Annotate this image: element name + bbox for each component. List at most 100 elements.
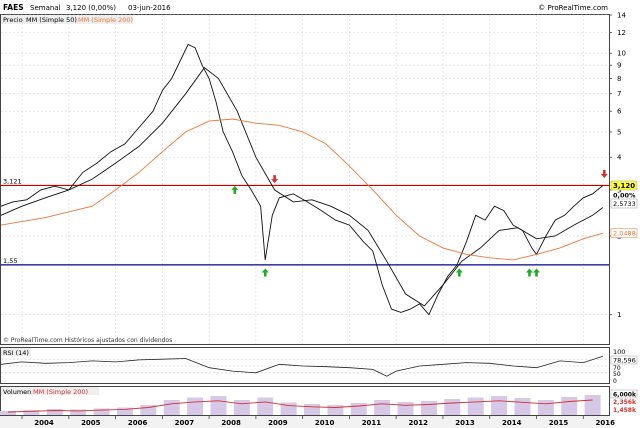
volume-bar: [397, 402, 414, 415]
x-axis: 2004 2005 2006 2007 2008 2009 2010 2011 2012 2013…: [0, 416, 615, 428]
volume-bar: [514, 398, 531, 415]
x-axis-tick-label: 2010: [315, 419, 335, 427]
volume-bar: [491, 396, 508, 415]
price-y-tick-label: 9: [617, 62, 621, 70]
volume-bar: [210, 396, 227, 415]
rsi-panel-frame: [0, 347, 610, 384]
price-y-tick-label: 14: [617, 12, 626, 20]
volume-bar: [116, 407, 133, 415]
price-y-tick-label: 5: [617, 128, 621, 136]
volume-title: Volumen: [3, 388, 31, 396]
price-line: [0, 43, 604, 316]
watermark-label: © ProRealTime.com: [538, 4, 608, 12]
volume-bar: [0, 411, 17, 415]
arrow-up-icon: [533, 268, 541, 277]
arrow-up-icon: [261, 268, 269, 277]
price-legend: Precio MM (Simple 50) MM (Simple 200): [1, 15, 133, 24]
rsi-title-background: [1, 348, 31, 356]
price-y-tick-label: 8: [617, 75, 621, 83]
x-axis-tick-label: 2011: [362, 419, 382, 427]
price-info-label: 3,120 (0,00%): [66, 4, 116, 12]
arrow-down-icon: [600, 170, 608, 179]
x-axis-tick-label: 2016: [596, 419, 616, 427]
volume-series-group: [0, 395, 601, 415]
volume-bar: [350, 403, 367, 415]
price-y-tick-label: 7: [617, 90, 621, 98]
date-label: 03-jun-2016: [128, 4, 171, 12]
resistance-level-label: 3,121: [3, 177, 22, 185]
rsi-tick-50: 50: [613, 371, 621, 378]
volume-panel-frame: [0, 386, 610, 416]
ma50-line: [0, 67, 604, 307]
price-y-tick-label: 4: [617, 154, 622, 162]
rsi-line: [0, 355, 604, 377]
volume-bar: [304, 404, 321, 415]
rsi-tick-0: 0: [613, 378, 617, 385]
price-footer-note: © ProRealTime.com Históricos ajustados c…: [3, 337, 172, 344]
ma200-line: [0, 118, 604, 261]
volume-bar: [93, 408, 110, 415]
ma50-tag-text: 2,5733: [613, 200, 636, 208]
volume-bar: [584, 395, 601, 415]
rsi-tick-70: 70: [613, 365, 621, 372]
rsi-value-text: 78,596: [613, 357, 636, 365]
arrow-down-icon: [271, 175, 279, 184]
volume-title-background: [1, 387, 99, 395]
arrow-up-icon: [455, 268, 463, 277]
volume-bar: [327, 405, 344, 415]
rsi-tick-100: 100: [613, 348, 625, 356]
price-y-tick-label: 12: [617, 29, 626, 37]
volume-ma-value-text: 2,356k: [613, 399, 637, 406]
price-grid: [1, 14, 609, 344]
x-axis-tick-label: 2006: [128, 419, 148, 427]
volume-bar: [140, 405, 157, 415]
volume-bar: [187, 397, 204, 415]
x-axis-tick-label: 2005: [81, 419, 101, 427]
legend-item-price: Precio: [3, 16, 23, 24]
volume-ma-line: [7, 399, 593, 413]
volume-bar: [233, 400, 250, 415]
x-axis-tick-label: 2013: [455, 419, 475, 427]
signal-arrows: [231, 170, 608, 277]
price-y-tick-label: 1: [617, 311, 621, 319]
ticker-label: FAES: [3, 3, 24, 12]
volume-bar: [444, 399, 461, 415]
price-y-tick-label: 10: [617, 50, 626, 58]
x-axis-tick-label: 2007: [175, 419, 195, 427]
volume-bar: [23, 410, 40, 415]
x-axis-tick-label: 2004: [34, 419, 54, 427]
price-y-tick-label: 3: [617, 186, 621, 194]
volume-bar: [537, 400, 554, 415]
volume-bar: [467, 397, 484, 415]
arrow-up-icon: [231, 185, 239, 194]
price-tag: [610, 180, 638, 191]
ma200-tag: [610, 228, 638, 238]
price-panel-frame: [0, 14, 610, 345]
rsi-title: RSI (14): [3, 349, 29, 357]
legend-item-ma50: MM (Simple 50): [26, 16, 77, 24]
x-axis-tick-label: 2014: [502, 419, 522, 427]
price-y-tick-label: 6: [617, 108, 622, 116]
support-level-label: 1,55: [3, 257, 17, 265]
x-axis-tick-label: 2008: [221, 419, 241, 427]
volume-value-tag: [610, 389, 638, 399]
x-axis-tick-label: 2012: [408, 419, 428, 427]
x-axis-tick-label: 2009: [268, 419, 288, 427]
price-tags: 3,120 0,00% 2,5733 2,0488: [610, 180, 638, 238]
ma50-tag: [610, 198, 638, 209]
volume-bar: [420, 401, 437, 415]
volume-bar: [163, 400, 180, 415]
volume-bar: [257, 397, 274, 415]
ma200-tag-text: 2,0488: [613, 229, 636, 237]
x-axis-background: [0, 416, 610, 428]
volume-value-text: 6,000k: [613, 392, 637, 399]
period-label: Semanal: [30, 4, 61, 12]
x-axis-tick-label: 2015: [549, 419, 569, 427]
change-tag-text: 0,00%: [613, 191, 636, 199]
price-tag-text: 3,120: [613, 182, 635, 190]
rsi-series-group: [0, 355, 609, 377]
legend-item-ma200: MM (Simple 200): [78, 16, 133, 24]
volume-ma-label: MM (Simple 200): [33, 388, 88, 396]
